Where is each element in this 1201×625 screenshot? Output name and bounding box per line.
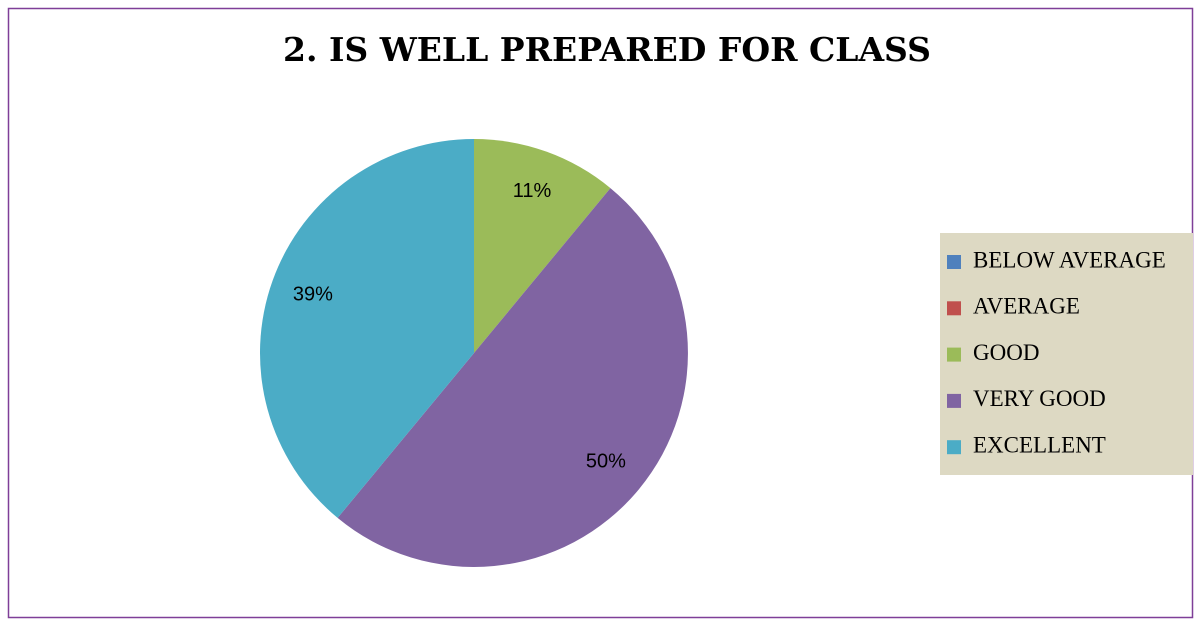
legend-label: EXCELLENT (973, 432, 1106, 457)
data-label: 39% (293, 283, 333, 305)
legend-swatch (947, 255, 961, 269)
pie-slice (337, 188, 688, 567)
pie-slice (474, 139, 611, 353)
data-label: 11% (513, 180, 552, 202)
pie-slice (260, 139, 474, 518)
legend-label: VERY GOOD (973, 386, 1106, 411)
legend-swatch (947, 301, 961, 316)
data-label: 50% (586, 450, 626, 472)
legend-swatch (947, 393, 961, 408)
legend-label: BELOW AVERAGE (973, 247, 1166, 272)
legend-box (940, 233, 1193, 475)
legend-swatch (947, 347, 961, 362)
legend-swatch (947, 440, 961, 455)
legend-label: AVERAGE (973, 294, 1080, 319)
legend-label: GOOD (973, 340, 1039, 365)
chart-title: 2. IS WELL PREPARED FOR CLASS (283, 30, 931, 69)
